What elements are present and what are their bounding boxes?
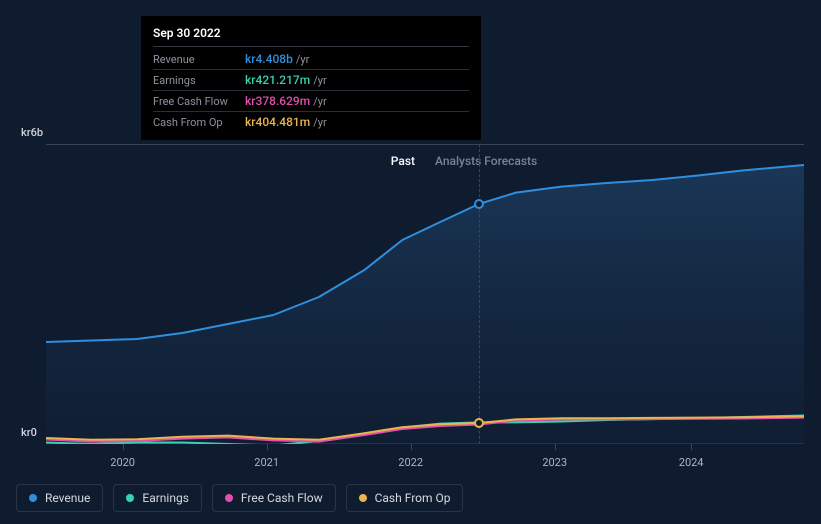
tooltip-row: Revenuekr4.408b/yr	[153, 49, 469, 70]
legend-swatch	[225, 494, 233, 502]
chart-svg	[46, 144, 804, 444]
tooltip-unit: /yr	[313, 95, 326, 108]
legend-swatch	[359, 494, 367, 502]
legend-label: Earnings	[142, 491, 189, 505]
hover-tooltip: Sep 30 2022 Revenuekr4.408b/yrEarningskr…	[141, 16, 481, 140]
tooltip-unit: /yr	[313, 116, 326, 129]
legend-item[interactable]: Cash From Op	[346, 484, 464, 512]
x-tick-mark	[555, 444, 556, 450]
legend-swatch	[126, 494, 134, 502]
divider-line	[479, 144, 480, 444]
tooltip-metric-label: Free Cash Flow	[153, 95, 245, 108]
tooltip-metric-value: kr404.481m	[245, 115, 310, 129]
tooltip-row: Cash From Opkr404.481m/yr	[153, 112, 469, 132]
x-tick-mark	[691, 444, 692, 450]
hover-marker	[474, 199, 484, 209]
tooltip-row: Free Cash Flowkr378.629m/yr	[153, 91, 469, 112]
legend-item[interactable]: Revenue	[16, 484, 103, 512]
x-tick-label: 2023	[542, 456, 567, 469]
tooltip-unit: /yr	[296, 53, 309, 66]
tooltip-metric-label: Cash From Op	[153, 116, 245, 129]
x-tick-label: 2022	[398, 456, 423, 469]
x-tick-label: 2020	[110, 456, 135, 469]
legend-item[interactable]: Free Cash Flow	[212, 484, 336, 512]
tooltip-metric-value: kr4.408b	[245, 52, 293, 66]
tooltip-metric-value: kr378.629m	[245, 94, 310, 108]
tooltip-metric-label: Revenue	[153, 53, 245, 66]
tooltip-unit: /yr	[313, 74, 326, 87]
plot-area[interactable]: Past Analysts Forecasts	[46, 144, 804, 444]
x-tick-mark	[411, 444, 412, 450]
tooltip-date: Sep 30 2022	[153, 26, 469, 47]
legend-item[interactable]: Earnings	[113, 484, 202, 512]
legend-label: Cash From Op	[375, 491, 451, 505]
x-tick-label: 2021	[254, 456, 279, 469]
legend-label: Free Cash Flow	[241, 491, 323, 505]
section-label-forecast: Analysts Forecasts	[435, 154, 537, 168]
x-tick-label: 2024	[679, 456, 704, 469]
x-tick-mark	[267, 444, 268, 450]
legend: Revenue Earnings Free Cash Flow Cash From O…	[16, 484, 463, 512]
tooltip-metric-value: kr421.217m	[245, 73, 310, 87]
y-tick-top: kr6b	[21, 126, 43, 139]
x-tick-mark	[123, 444, 124, 450]
tooltip-metric-label: Earnings	[153, 74, 245, 87]
legend-swatch	[29, 494, 37, 502]
hover-marker	[474, 418, 484, 428]
legend-label: Revenue	[45, 491, 90, 505]
tooltip-row: Earningskr421.217m/yr	[153, 70, 469, 91]
y-tick-bottom: kr0	[21, 426, 37, 439]
x-axis: 2020 2021 2022 2023 2024	[62, 444, 820, 474]
section-label-past: Past	[391, 154, 415, 168]
